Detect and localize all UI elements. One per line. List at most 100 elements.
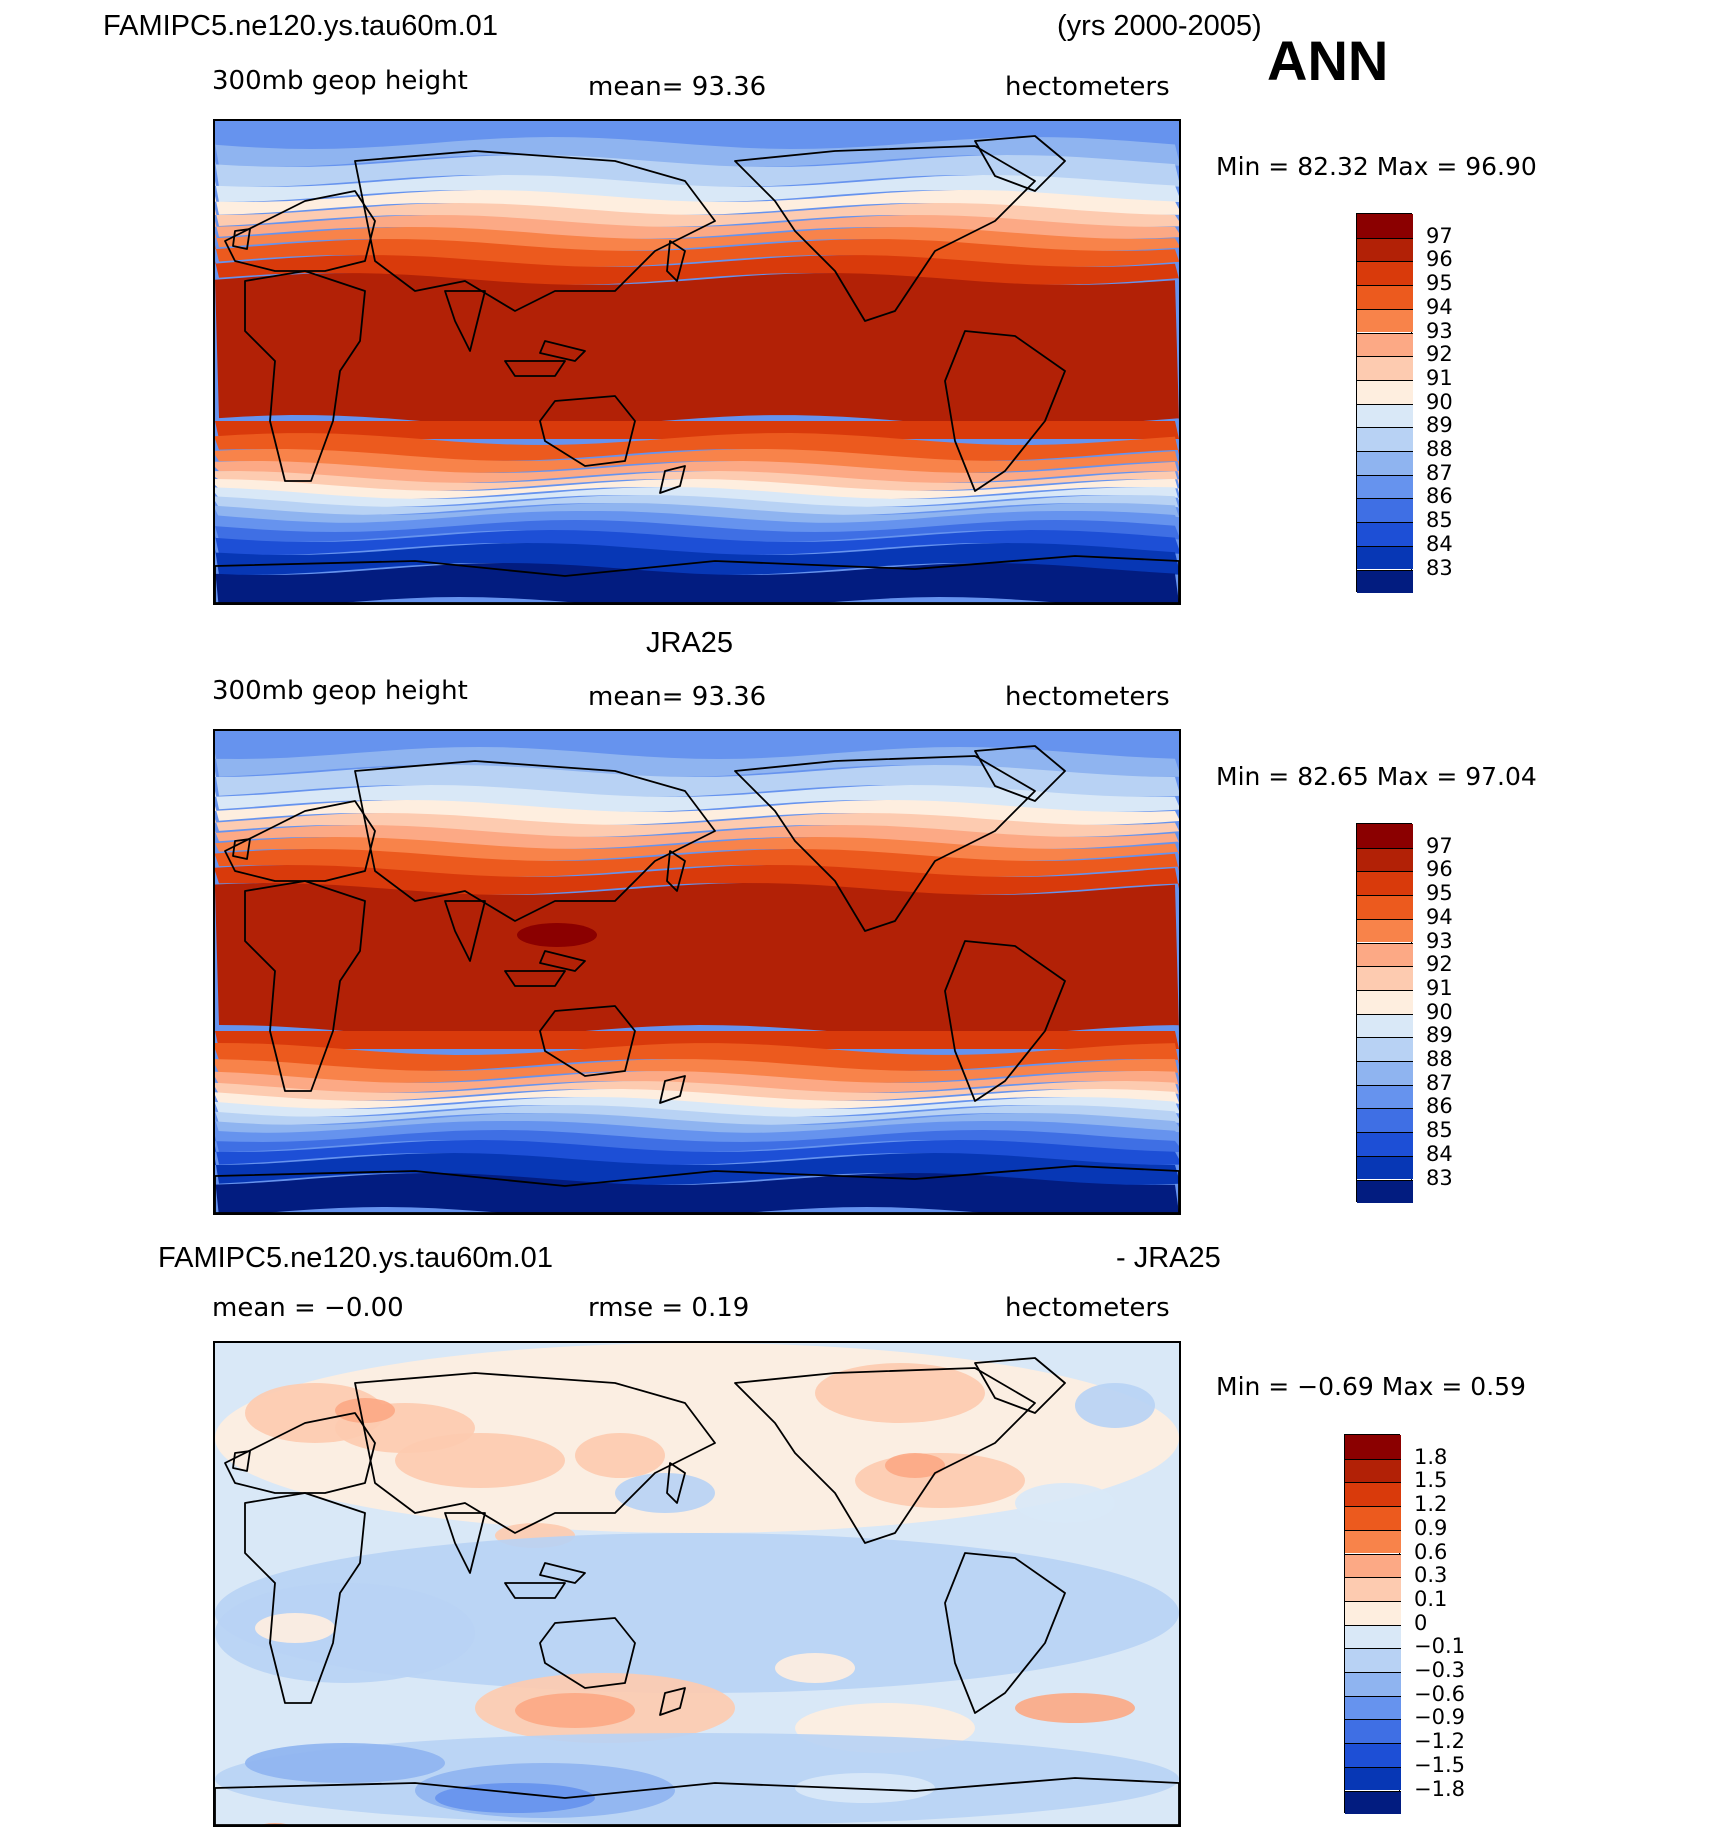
colorbar-label: −0.9 bbox=[1414, 1705, 1465, 1730]
colorbar-box bbox=[1356, 213, 1413, 594]
colorbar-swatch bbox=[1357, 1013, 1413, 1038]
variable-label: 300mb geop height bbox=[212, 66, 468, 96]
colorbar-label: 93 bbox=[1426, 928, 1453, 953]
years-range: (yrs 2000-2005) bbox=[1057, 10, 1262, 42]
colorbar-label: 95 bbox=[1426, 271, 1453, 296]
colorbar-swatch bbox=[1345, 1695, 1401, 1720]
colorbar-label: 88 bbox=[1426, 1047, 1453, 1071]
colorbar-label: 83 bbox=[1426, 555, 1453, 580]
colorbar-label: 0.1 bbox=[1414, 1586, 1448, 1611]
colorbar-label: −1.2 bbox=[1414, 1729, 1465, 1754]
colorbar-swatch bbox=[1357, 332, 1413, 357]
colorbar-label: 96 bbox=[1426, 857, 1453, 882]
season-label: ANN bbox=[1267, 29, 1389, 92]
map-diff bbox=[213, 1341, 1181, 1827]
colorbar-swatch bbox=[1357, 1061, 1413, 1085]
colorbar-swatch bbox=[1345, 1553, 1401, 1578]
colorbar-label: 92 bbox=[1426, 952, 1453, 977]
colorbar-swatch bbox=[1345, 1506, 1401, 1530]
colorbar-swatch bbox=[1357, 895, 1413, 919]
colorbar-swatch bbox=[1345, 1766, 1401, 1791]
map-model-plot bbox=[215, 121, 1179, 603]
colorbar-swatch bbox=[1357, 847, 1413, 872]
case-name: FAMIPC5.ne120.ys.tau60m.01 bbox=[103, 10, 498, 42]
colorbar-label: 93 bbox=[1426, 318, 1453, 343]
colorbar-label: 1.2 bbox=[1414, 1492, 1448, 1517]
colorbar-label: −1.8 bbox=[1414, 1776, 1465, 1801]
variable-label: 300mb geop height bbox=[212, 676, 468, 706]
colorbar-swatch bbox=[1345, 1482, 1401, 1507]
colorbar-swatch bbox=[1357, 545, 1413, 570]
colorbar-swatch bbox=[1357, 1132, 1413, 1156]
colorbar-label: 89 bbox=[1426, 1023, 1453, 1048]
colorbar-swatch bbox=[1345, 1435, 1401, 1459]
colorbar-swatch bbox=[1357, 522, 1413, 546]
colorbar-label: 0.6 bbox=[1414, 1539, 1448, 1564]
colorbar-swatch bbox=[1357, 1108, 1413, 1133]
colorbar-swatch bbox=[1357, 261, 1413, 286]
map-obs bbox=[213, 729, 1181, 1215]
colorbar-label: −0.3 bbox=[1414, 1658, 1465, 1682]
colorbar-swatch bbox=[1357, 214, 1413, 238]
colorbar-swatch bbox=[1345, 1458, 1401, 1483]
units-label: hectometers bbox=[1005, 1293, 1170, 1323]
min-max-label: Min = 82.32 Max = 96.90 bbox=[1216, 152, 1537, 181]
min-max-label: Min = 82.65 Max = 97.04 bbox=[1216, 762, 1537, 791]
colorbar-swatch bbox=[1357, 569, 1413, 594]
colorbar-swatch bbox=[1357, 989, 1413, 1014]
colorbar-swatch bbox=[1357, 285, 1413, 309]
colorbar-swatch bbox=[1357, 451, 1413, 475]
colorbar-label: 86 bbox=[1426, 484, 1453, 509]
colorbar-label: 88 bbox=[1426, 437, 1453, 461]
colorbar-swatch bbox=[1357, 356, 1413, 380]
panel-title: JRA25 bbox=[646, 627, 734, 659]
colorbar-swatch bbox=[1345, 1648, 1401, 1672]
mean-label: mean = −0.00 bbox=[212, 1293, 404, 1323]
colorbar-swatch bbox=[1357, 824, 1413, 848]
colorbar-label: 1.8 bbox=[1414, 1444, 1448, 1469]
colorbar-box bbox=[1344, 1434, 1401, 1815]
colorbar-swatch bbox=[1345, 1672, 1401, 1696]
colorbar-label: 84 bbox=[1426, 531, 1453, 556]
colorbar-swatch bbox=[1357, 966, 1413, 990]
colorbar-swatch bbox=[1345, 1577, 1401, 1601]
colorbar-swatch bbox=[1345, 1719, 1401, 1744]
rmse-label: rmse = 0.19 bbox=[588, 1293, 750, 1323]
colorbar-swatch bbox=[1357, 1179, 1413, 1204]
colorbar-label: 92 bbox=[1426, 342, 1453, 367]
colorbar-swatch bbox=[1357, 474, 1413, 499]
colorbar-swatch bbox=[1345, 1743, 1401, 1767]
colorbar-swatch bbox=[1357, 498, 1413, 523]
colorbar-label: 97 bbox=[1426, 833, 1453, 858]
units-label: hectometers bbox=[1005, 682, 1170, 712]
mean-label: mean= 93.36 bbox=[588, 682, 767, 712]
colorbar-label: 89 bbox=[1426, 413, 1453, 438]
diff-title-right: - JRA25 bbox=[1116, 1242, 1221, 1274]
colorbar-label: 91 bbox=[1426, 975, 1453, 1000]
colorbar-label: 90 bbox=[1426, 999, 1453, 1024]
colorbar-label: 87 bbox=[1426, 460, 1453, 485]
colorbar-swatch bbox=[1357, 379, 1413, 404]
colorbar-label: −0.1 bbox=[1414, 1634, 1465, 1659]
colorbar-swatch bbox=[1345, 1600, 1401, 1625]
map-obs-plot bbox=[215, 731, 1179, 1213]
units-label: hectometers bbox=[1005, 72, 1170, 102]
colorbar-box bbox=[1356, 823, 1413, 1204]
colorbar-swatch bbox=[1357, 237, 1413, 262]
colorbar-label: 91 bbox=[1426, 365, 1453, 390]
colorbar-label: 0 bbox=[1414, 1610, 1428, 1635]
colorbar-swatch bbox=[1357, 918, 1413, 943]
colorbar-label: 95 bbox=[1426, 881, 1453, 906]
colorbar-swatch bbox=[1345, 1624, 1401, 1649]
colorbar-swatch bbox=[1357, 1155, 1413, 1180]
colorbar-swatch bbox=[1357, 427, 1413, 451]
colorbar-label: −0.6 bbox=[1414, 1681, 1465, 1706]
colorbar-swatch bbox=[1357, 1037, 1413, 1061]
colorbar-swatch bbox=[1357, 308, 1413, 333]
colorbar-label: 0.3 bbox=[1414, 1563, 1448, 1588]
colorbar-label: 90 bbox=[1426, 389, 1453, 414]
colorbar-label: 0.9 bbox=[1414, 1515, 1448, 1540]
colorbar-swatch bbox=[1345, 1529, 1401, 1554]
colorbar-swatch bbox=[1357, 871, 1413, 896]
colorbar-label: 97 bbox=[1426, 223, 1453, 248]
